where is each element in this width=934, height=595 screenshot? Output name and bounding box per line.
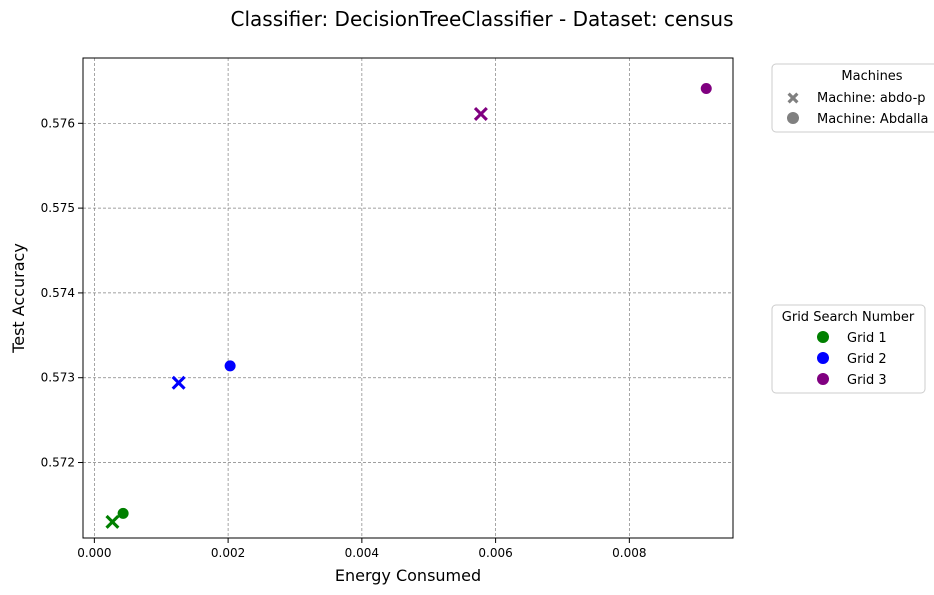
legend-machines: Machines Machine: abdo-p Machine: Abdall… (771, 63, 934, 133)
y-tick-label: 0.573 (41, 371, 75, 385)
x-tick-label: 0.000 (77, 546, 111, 560)
legend-marker-x (787, 92, 799, 104)
legend-marker-circle (787, 112, 799, 124)
legend-machines-frame (771, 63, 934, 133)
y-tick-label: 0.572 (41, 456, 75, 470)
legend-grids: Grid Search Number Grid 1 Grid 2 Grid 3 (771, 304, 926, 394)
chart-title: Classifier: DecisionTreeClassifier - Dat… (231, 7, 734, 31)
x-tick-label: 0.008 (612, 546, 646, 560)
data-point-x (171, 375, 186, 390)
y-tick-label: 0.574 (41, 286, 75, 300)
legend-circle-glyph (787, 112, 799, 124)
y-tick-label: 0.576 (41, 116, 75, 130)
x-tick-label: 0.006 (478, 546, 512, 560)
legend-machines-title: Machines (841, 69, 902, 84)
data-point-circle (224, 360, 236, 372)
legend-grid-label: Grid 2 (847, 352, 887, 367)
y-tick-label: 0.575 (41, 201, 75, 215)
legend-x-glyph (787, 92, 799, 104)
data-points (105, 83, 712, 529)
legend-grids-frame (771, 304, 926, 394)
data-point-x (473, 106, 488, 121)
x-tick-label: 0.004 (345, 546, 379, 560)
legend-grids-title: Grid Search Number (782, 310, 915, 325)
legend-machine-label: Machine: Abdalla (817, 112, 928, 127)
y-axis-label: Test Accuracy (9, 243, 28, 354)
y-axis-ticks: 0.572 0.573 0.574 0.575 0.576 (41, 116, 83, 470)
legend-grid-label: Grid 1 (847, 331, 887, 346)
legend-grid-marker (817, 373, 829, 385)
legend-machine-label: Machine: abdo-p (817, 91, 926, 106)
plot-area (82, 57, 734, 539)
legend-grid-marker (817, 331, 829, 343)
grid-lines (83, 58, 733, 538)
data-point-circle (117, 507, 129, 519)
data-point-circle (700, 83, 712, 95)
x-axis-label: Energy Consumed (335, 566, 481, 585)
x-tick-label: 0.002 (211, 546, 245, 560)
legend-grid-marker (817, 352, 829, 364)
data-point-x (105, 514, 120, 529)
x-axis-ticks: 0.000 0.002 0.004 0.006 0.008 (77, 538, 647, 560)
legend-grid-label: Grid 3 (847, 373, 887, 388)
